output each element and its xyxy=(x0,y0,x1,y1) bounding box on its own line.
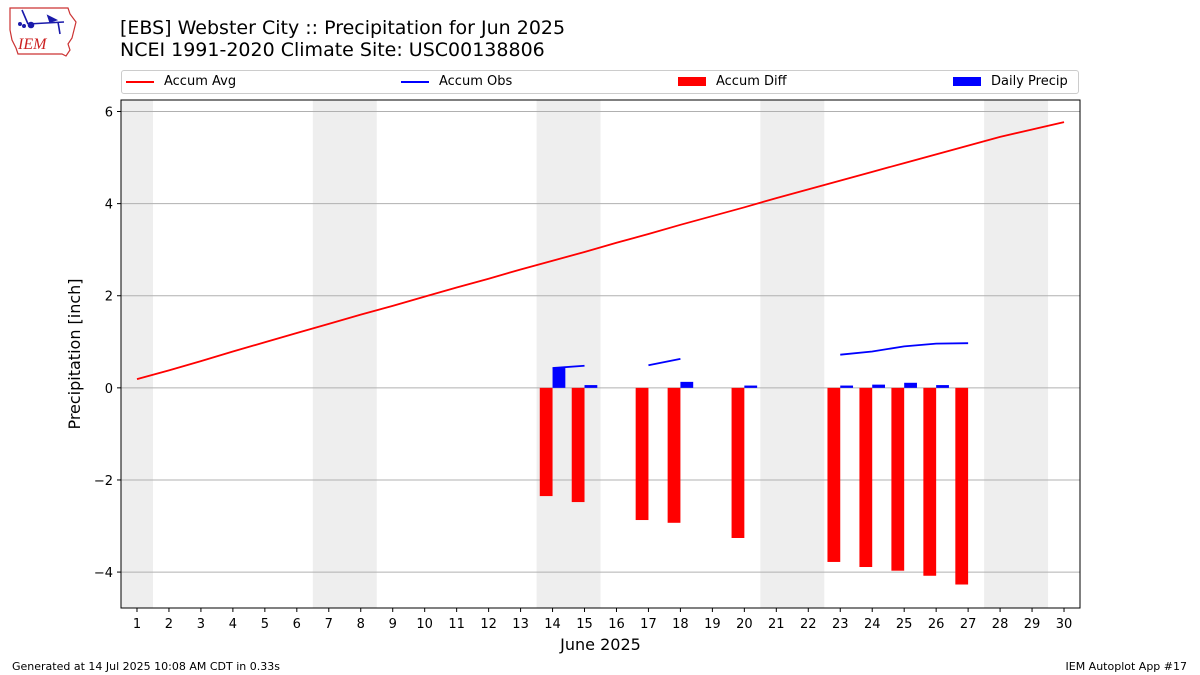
legend: Accum Avg Accum Obs Accum Diff Daily Pre… xyxy=(121,70,1079,94)
x-tick-label-4: 4 xyxy=(229,617,237,632)
weekend-shade-1 xyxy=(312,100,377,608)
chart-subtitle: NCEI 1991-2020 Climate Site: USC00138806 xyxy=(120,39,545,61)
x-tick-label-2: 2 xyxy=(165,617,173,632)
x-tick-label-8: 8 xyxy=(357,617,365,632)
accum-avg-line xyxy=(136,121,1065,380)
legend-label-accum-diff: Accum Diff xyxy=(716,74,787,89)
x-tick-label-19: 19 xyxy=(704,617,721,632)
daily-precip-bar-15 xyxy=(584,385,598,388)
legend-label-accum-obs: Accum Obs xyxy=(439,74,513,89)
x-tick-label-6: 6 xyxy=(293,617,301,632)
x-tick-label-7: 7 xyxy=(325,617,333,632)
legend-label-daily-precip: Daily Precip xyxy=(991,74,1068,89)
x-tick-label-29: 29 xyxy=(1024,617,1041,632)
daily-precip-bar-23 xyxy=(840,385,854,388)
accum-obs-line-1 xyxy=(648,357,681,367)
accum-diff-bar-25 xyxy=(891,387,905,571)
legend-item-accum-obs: Accum Obs xyxy=(401,74,512,89)
x-axis-label: June 2025 xyxy=(559,635,641,654)
accum-diff-bar-27 xyxy=(955,387,969,585)
accum-diff-bar-18 xyxy=(667,387,681,523)
accum-obs-line-0 xyxy=(552,364,585,369)
plot-frame xyxy=(120,99,1081,609)
daily-precip-bar-25 xyxy=(904,382,917,388)
legend-item-daily-precip: Daily Precip xyxy=(953,74,1068,89)
weekend-shade-0 xyxy=(121,100,153,608)
x-tick-label-10: 10 xyxy=(416,617,433,632)
accum-obs-line-2 xyxy=(840,342,969,356)
x-tick-label-3: 3 xyxy=(197,617,205,632)
x-tick-label-5: 5 xyxy=(261,617,269,632)
accum-diff-bar-14 xyxy=(539,387,553,497)
accum-diff-bar-24 xyxy=(859,387,873,568)
iem-logo-text: IEM xyxy=(17,36,48,53)
daily-precip-bar-26 xyxy=(936,385,949,388)
y-tick-label-4: 4 xyxy=(105,198,113,213)
y-axis-label: Precipitation [inch] xyxy=(65,278,84,429)
y-tick-label-0: −4 xyxy=(94,566,113,581)
y-tick-label-5: 6 xyxy=(105,106,113,121)
legend-swatch-accum-avg xyxy=(126,80,154,83)
x-tick-label-13: 13 xyxy=(512,617,529,632)
y-tick-label-1: −2 xyxy=(94,474,113,489)
x-tick-label-15: 15 xyxy=(576,617,593,632)
x-tick-label-17: 17 xyxy=(640,617,657,632)
legend-swatch-accum-obs xyxy=(401,80,429,83)
accum-diff-bar-26 xyxy=(923,387,937,576)
x-tick-label-27: 27 xyxy=(960,617,977,632)
x-tick-label-30: 30 xyxy=(1056,617,1073,632)
accum-diff-bar-15 xyxy=(571,387,585,503)
accum-diff-bar-23 xyxy=(827,387,841,562)
chart-title: [EBS] Webster City :: Precipitation for … xyxy=(120,17,566,39)
legend-label-accum-avg: Accum Avg xyxy=(164,74,237,89)
legend-item-accum-diff: Accum Diff xyxy=(678,74,787,89)
x-tick-label-21: 21 xyxy=(768,617,785,632)
x-tick-label-28: 28 xyxy=(992,617,1009,632)
x-tick-label-25: 25 xyxy=(896,617,913,632)
y-tick-label-3: 2 xyxy=(105,290,113,305)
legend-swatch-daily-precip xyxy=(953,77,981,86)
y-tick-label-2: 0 xyxy=(105,382,113,397)
weekend-shade-3 xyxy=(760,100,825,608)
x-tick-label-16: 16 xyxy=(608,617,625,632)
x-tick-label-23: 23 xyxy=(832,617,849,632)
x-tick-label-22: 22 xyxy=(800,617,817,632)
generated-timestamp: Generated at 14 Jul 2025 10:08 AM CDT in… xyxy=(12,660,280,673)
daily-precip-bar-14 xyxy=(552,368,566,388)
x-tick-label-26: 26 xyxy=(928,617,945,632)
daily-precip-bar-18 xyxy=(680,381,694,388)
x-tick-label-24: 24 xyxy=(864,617,881,632)
x-tick-label-11: 11 xyxy=(448,617,465,632)
x-tick-label-12: 12 xyxy=(480,617,497,632)
iem-logo: IEM xyxy=(9,7,77,57)
weekend-shade-2 xyxy=(536,100,601,608)
legend-item-accum-avg: Accum Avg xyxy=(126,74,236,89)
x-tick-label-1: 1 xyxy=(133,617,141,632)
x-tick-label-9: 9 xyxy=(389,617,397,632)
daily-precip-bar-24 xyxy=(872,384,886,388)
weekend-shade-4 xyxy=(984,100,1049,608)
accum-diff-bar-17 xyxy=(635,387,649,521)
x-tick-label-14: 14 xyxy=(544,617,561,632)
x-tick-label-20: 20 xyxy=(736,617,753,632)
daily-precip-bar-20 xyxy=(744,385,758,388)
accum-diff-bar-20 xyxy=(731,387,745,538)
legend-swatch-accum-diff xyxy=(678,77,706,86)
x-tick-label-18: 18 xyxy=(672,617,689,632)
app-credit: IEM Autoplot App #17 xyxy=(1065,660,1188,673)
